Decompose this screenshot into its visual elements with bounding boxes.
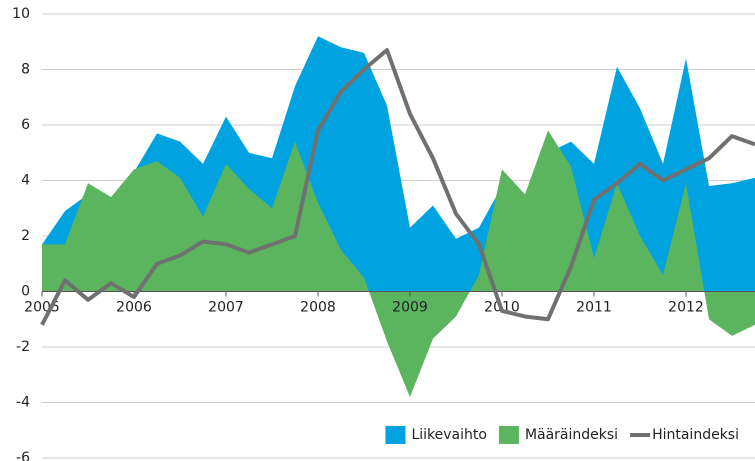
x-tick-label: 2008 <box>300 300 336 316</box>
y-tick-label: 2 <box>21 228 30 244</box>
x-tick-label: 2011 <box>576 300 612 316</box>
x-tick-label: 2009 <box>392 300 428 316</box>
legend-background <box>377 420 751 450</box>
legend-swatch <box>498 426 519 444</box>
y-tick-label: -2 <box>16 339 30 355</box>
legend-swatch <box>385 426 406 444</box>
x-tick-label: 2007 <box>208 300 244 316</box>
line <box>40 48 755 326</box>
legend: Liikevaihto Määräindeksi Hintaindeksi <box>377 420 751 450</box>
area <box>42 130 755 397</box>
y-tick-label: -6 <box>16 450 30 461</box>
legend-label: Hintaindeksi <box>652 427 739 443</box>
y-tick-label: 4 <box>21 173 30 189</box>
x-tick-label: 2006 <box>116 300 152 316</box>
y-tick-label: 6 <box>21 117 30 133</box>
legend-label: Määräindeksi <box>525 427 618 443</box>
y-tick-label: 0 <box>21 284 30 300</box>
y-tick-label: 8 <box>21 62 30 78</box>
y-tick-label: -4 <box>16 395 30 411</box>
y-tick-label: 10 <box>12 6 30 22</box>
legend-label: Liikevaihto <box>411 427 486 443</box>
x-tick-label: 2012 <box>668 300 704 316</box>
